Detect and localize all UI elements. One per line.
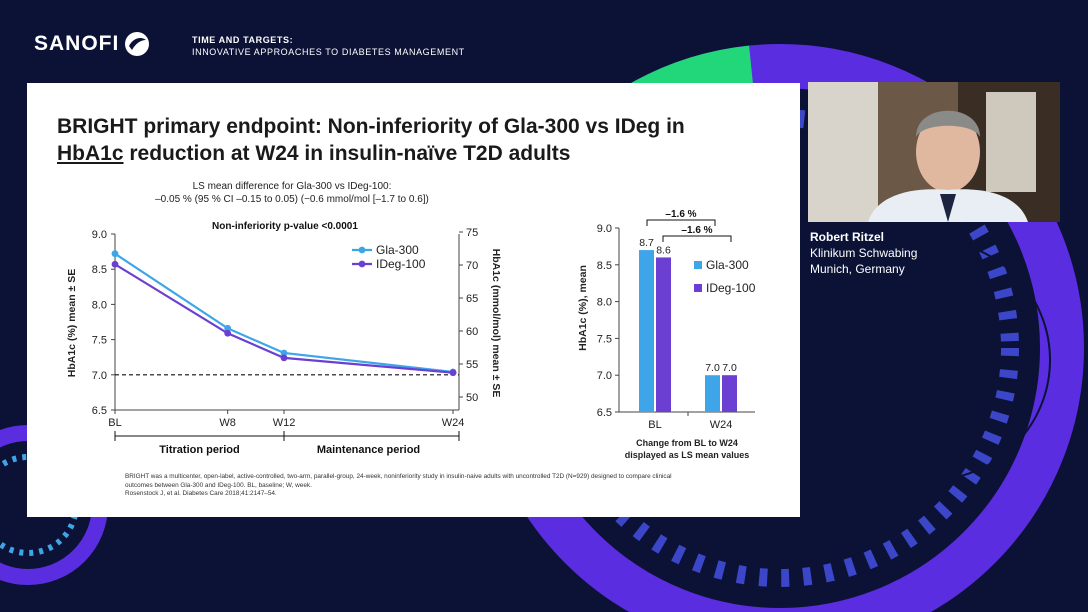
- y-tick-label: 6.5: [92, 405, 107, 417]
- ls-mean-note: LS mean difference for Gla-300 vs IDeg-1…: [112, 180, 472, 206]
- bracket-annotation: –1.6 %: [665, 209, 696, 220]
- y2-tick-label: 55: [466, 359, 478, 371]
- legend-label: IDeg-100: [706, 281, 756, 295]
- ls-mean-note-line1: LS mean difference for Gla-300 vs IDeg-1…: [192, 181, 392, 192]
- y-tick-label: 7.0: [92, 370, 107, 382]
- bar-chart: 6.5 7.0 7.5 8.0 8.5 9.0 HbA1c (%), mean 8.78.6 B…: [577, 209, 756, 460]
- speaker-info: Robert Ritzel Klinikum Schwabing Munich,…: [810, 229, 917, 277]
- speaker-affiliation: Klinikum Schwabing: [810, 246, 918, 260]
- legend-swatch: [694, 284, 702, 292]
- bar-data-label: 8.7: [639, 237, 654, 249]
- bar-data-label: 7.0: [722, 362, 737, 374]
- y2-tick-label: 65: [466, 293, 478, 305]
- speaker-location: Munich, Germany: [810, 262, 905, 276]
- brand-name: SANOFI: [34, 32, 120, 55]
- y-tick-label: 8.5: [597, 260, 612, 272]
- slide-title: BRIGHT primary endpoint: Non-inferiority…: [57, 113, 787, 167]
- event-title-line1: TIME AND TARGETS:: [192, 35, 294, 45]
- period-label-titration: Titration period: [159, 444, 239, 456]
- bar-data-label: 7.0: [705, 362, 720, 374]
- period-label-maintenance: Maintenance period: [317, 444, 420, 456]
- data-point: [111, 250, 119, 258]
- y-axis-label: HbA1c (%), mean: [577, 265, 589, 351]
- data-point: [224, 329, 232, 337]
- data-point: [280, 354, 288, 362]
- y-tick-label: 9.0: [92, 229, 107, 241]
- speaker-name: Robert Ritzel: [810, 230, 885, 244]
- slide-title-part1: BRIGHT primary endpoint: Non-inferiority…: [57, 115, 685, 138]
- data-point: [280, 349, 288, 357]
- y2-tick-label: 60: [466, 326, 478, 338]
- y-tick-label: 7.0: [597, 370, 612, 382]
- line-chart-title: Non-inferiority p-value <0.0001: [212, 221, 358, 232]
- legend-label: Gla-300: [706, 258, 749, 272]
- legend-marker: [358, 260, 366, 268]
- y-tick-label: 7.5: [92, 335, 107, 347]
- y-tick-label: 8.5: [92, 264, 107, 276]
- y2-tick-label: 75: [466, 227, 478, 239]
- legend-label: IDeg-100: [376, 257, 426, 271]
- y-tick-label: 8.0: [92, 299, 107, 311]
- x-tick-label: BL: [108, 417, 121, 429]
- series-line-ideg100: [114, 263, 454, 374]
- y-tick-label: 9.0: [597, 223, 612, 235]
- bracket-annotation: –1.6 %: [681, 225, 712, 236]
- slide-title-part2: reduction at W24 in insulin-naïve T2D ad…: [123, 142, 571, 165]
- bar-data-label: 8.6: [656, 244, 671, 256]
- x-axis-label-line2: displayed as LS mean values: [625, 450, 750, 460]
- event-title-line2: INNOVATIVE APPROACHES TO DIABETES MANAGE…: [192, 47, 465, 57]
- presentation-slide: BRIGHT primary endpoint: Non-inferiority…: [27, 83, 800, 517]
- y-tick-label: 6.5: [597, 407, 612, 419]
- y2-tick-label: 70: [466, 260, 478, 272]
- legend-label: Gla-300: [376, 243, 419, 257]
- x-tick-label: W12: [273, 417, 296, 429]
- bar-w24-gla300: [705, 375, 720, 412]
- footnote-line1: BRIGHT was a multicenter, open-label, ac…: [125, 473, 672, 480]
- legend-marker: [358, 246, 366, 254]
- significance-bracket: [662, 235, 732, 242]
- legend-swatch: [694, 261, 702, 269]
- series-line-gla300: [114, 252, 454, 374]
- y-axis-label: HbA1c (%) mean ± SE: [66, 269, 78, 377]
- speaker-video: [808, 82, 1060, 222]
- data-point: [111, 260, 119, 268]
- footnote-line2: outcomes between Gla-300 and IDeg-100. B…: [125, 481, 312, 489]
- data-point: [449, 369, 457, 377]
- x-axis-label-line1: Change from BL to W24: [636, 438, 738, 448]
- footnote: BRIGHT was a multicenter, open-label, ac…: [125, 473, 785, 499]
- line-chart: Non-inferiority p-value <0.0001 6.5 7.0 7.5…: [66, 221, 502, 456]
- ls-mean-note-line2: –0.05 % (95 % CI –0.15 to 0.05) (−0.6 mm…: [155, 194, 429, 205]
- x-tick-label: W24: [442, 417, 465, 429]
- slide-title-underlined: HbA1c: [57, 142, 124, 165]
- significance-bracket: [646, 219, 716, 226]
- x-tick-label: W8: [219, 417, 236, 429]
- x-tick-label: W24: [710, 419, 733, 431]
- bar-w24-ideg100: [722, 375, 737, 412]
- x-tick-label: BL: [648, 419, 661, 431]
- y2-axis-label: HbA1c (mmol/mol) mean ± SE: [490, 249, 502, 398]
- sanofi-bird-icon: [125, 32, 150, 56]
- sanofi-logo: SANOFI: [34, 30, 151, 58]
- bar-bl-ideg100: [656, 257, 671, 412]
- footnote-line3: Rosenstock J, et al. Diabetes Care 2018;…: [125, 490, 277, 497]
- y-tick-label: 8.0: [597, 297, 612, 309]
- y2-tick-label: 50: [466, 392, 478, 404]
- y-tick-label: 7.5: [597, 333, 612, 345]
- event-title: TIME AND TARGETS: INNOVATIVE APPROACHES …: [192, 34, 465, 58]
- speaker-video-frame: [808, 82, 1060, 222]
- data-point: [224, 324, 232, 332]
- bar-bl-gla300: [639, 250, 654, 412]
